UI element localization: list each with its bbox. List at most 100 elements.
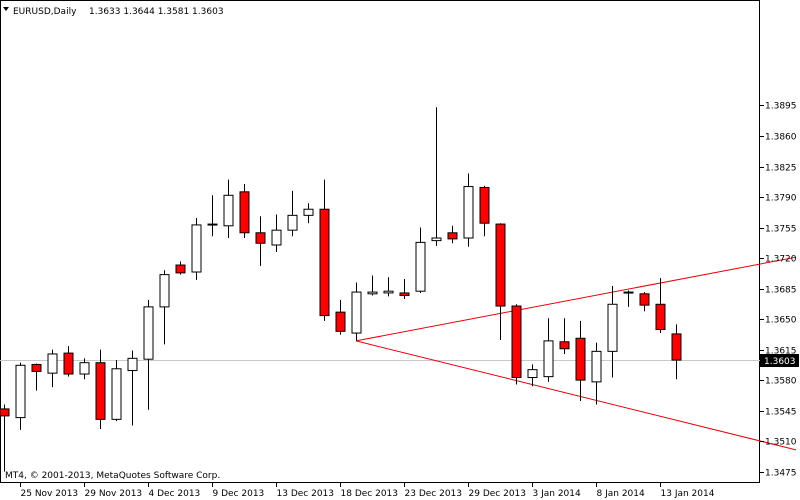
candle [511,304,522,385]
y-tick-label: 1.3755 [765,225,797,235]
y-tick-label: 1.3545 [765,408,797,418]
candle-body [623,291,634,294]
candle [271,214,282,252]
y-tick-label: 1.3615 [765,347,797,357]
candle-body [495,223,506,307]
x-tick-label: 18 Dec 2013 [341,489,399,499]
candle [399,278,410,300]
candle [191,217,202,280]
candle-body [527,369,538,379]
candle-body [319,208,330,317]
candle [255,216,266,266]
candle [143,299,154,410]
copyright-text: MT4, © 2001-2013, MetaQuotes Software Co… [5,471,220,481]
x-tick-label: 4 Dec 2013 [149,489,201,499]
candle-body [175,264,186,274]
candle-body [639,293,650,306]
candle-body [463,186,474,239]
candle-body [255,232,266,244]
candle [639,292,650,312]
candle [591,342,602,405]
current-price-text: 1.3603 [764,357,796,367]
candle-body [591,350,602,383]
candle-body [671,333,682,361]
candle [15,362,26,430]
x-tick-label: 23 Dec 2013 [405,489,463,499]
candle-body [575,337,586,381]
candle-body [543,340,554,378]
trendline-0 [355,256,797,342]
candle [0,404,10,472]
trendline-1 [355,340,797,451]
candle-body [159,274,170,308]
candle-body [15,364,26,419]
x-tick-label: 3 Jan 2014 [533,489,581,499]
candle-body [367,291,378,295]
candle-body [287,214,298,231]
candle-body [351,291,362,334]
candle-body [399,292,410,297]
candle [655,278,666,334]
candle [207,195,218,237]
candle-body [143,306,154,360]
current-price-label: 1.3603 [760,354,799,367]
candle-body [239,191,250,234]
trendlines[interactable] [355,256,797,451]
x-tick-label: 29 Dec 2013 [469,489,527,499]
candle [447,225,458,244]
x-tick-label: 8 Jan 2014 [597,489,645,499]
chevron-down-icon[interactable] [3,7,9,11]
candle-body [511,305,522,379]
candle-body [479,186,490,224]
candle [575,320,586,402]
plot-frame [0,0,760,483]
x-tick-label: 13 Jan 2014 [661,489,715,499]
y-tick-label: 1.3895 [765,102,797,112]
candle-body [607,303,618,352]
candle [543,318,554,382]
candle [671,324,682,380]
symbol-label: EURUSD,Daily [13,7,77,17]
candle [351,282,362,341]
ohlc-values: 1.3633 1.3644 1.3581 1.3603 [89,7,224,17]
y-tick-label: 1.3475 [765,469,797,479]
candle-body [127,357,138,372]
candle [95,349,106,429]
candle-body [63,352,74,375]
candle-body [79,362,90,375]
candle [159,270,170,345]
y-tick-label: 1.3720 [765,255,797,265]
y-tick-label: 1.3825 [765,164,797,174]
candle-body [31,363,42,372]
candle-body [47,353,58,374]
candle [607,285,618,378]
candles [0,107,682,472]
candle [335,299,346,335]
candle-body [335,311,346,332]
candle [287,190,298,237]
x-tick-label: 13 Dec 2013 [277,489,335,499]
candle [31,363,42,391]
candle [79,358,90,380]
time-axis: 25 Nov 2013 29 Nov 2013 4 Dec 2013 9 Dec 20… [20,483,715,499]
y-tick-label: 1.3580 [765,377,797,387]
candle [431,107,442,246]
candle-body [271,229,282,246]
candle [223,179,234,239]
candle-body [447,232,458,240]
candle [623,290,634,307]
candle [415,227,426,293]
candle-body [111,368,122,420]
candle [47,349,58,388]
y-tick-label: 1.3790 [765,194,797,204]
candle [239,183,250,239]
candle [559,318,570,354]
candle-body [0,408,10,417]
price-axis: 1.3895 1.3860 1.3825 1.3790 1.3755 1.3720 1.36… [760,102,797,479]
current-price-box [760,354,799,367]
y-tick-label: 1.3510 [765,438,797,448]
candle-body [95,362,106,420]
x-tick-label: 9 Dec 2013 [213,489,265,499]
x-tick-label: 29 Nov 2013 [85,489,143,499]
